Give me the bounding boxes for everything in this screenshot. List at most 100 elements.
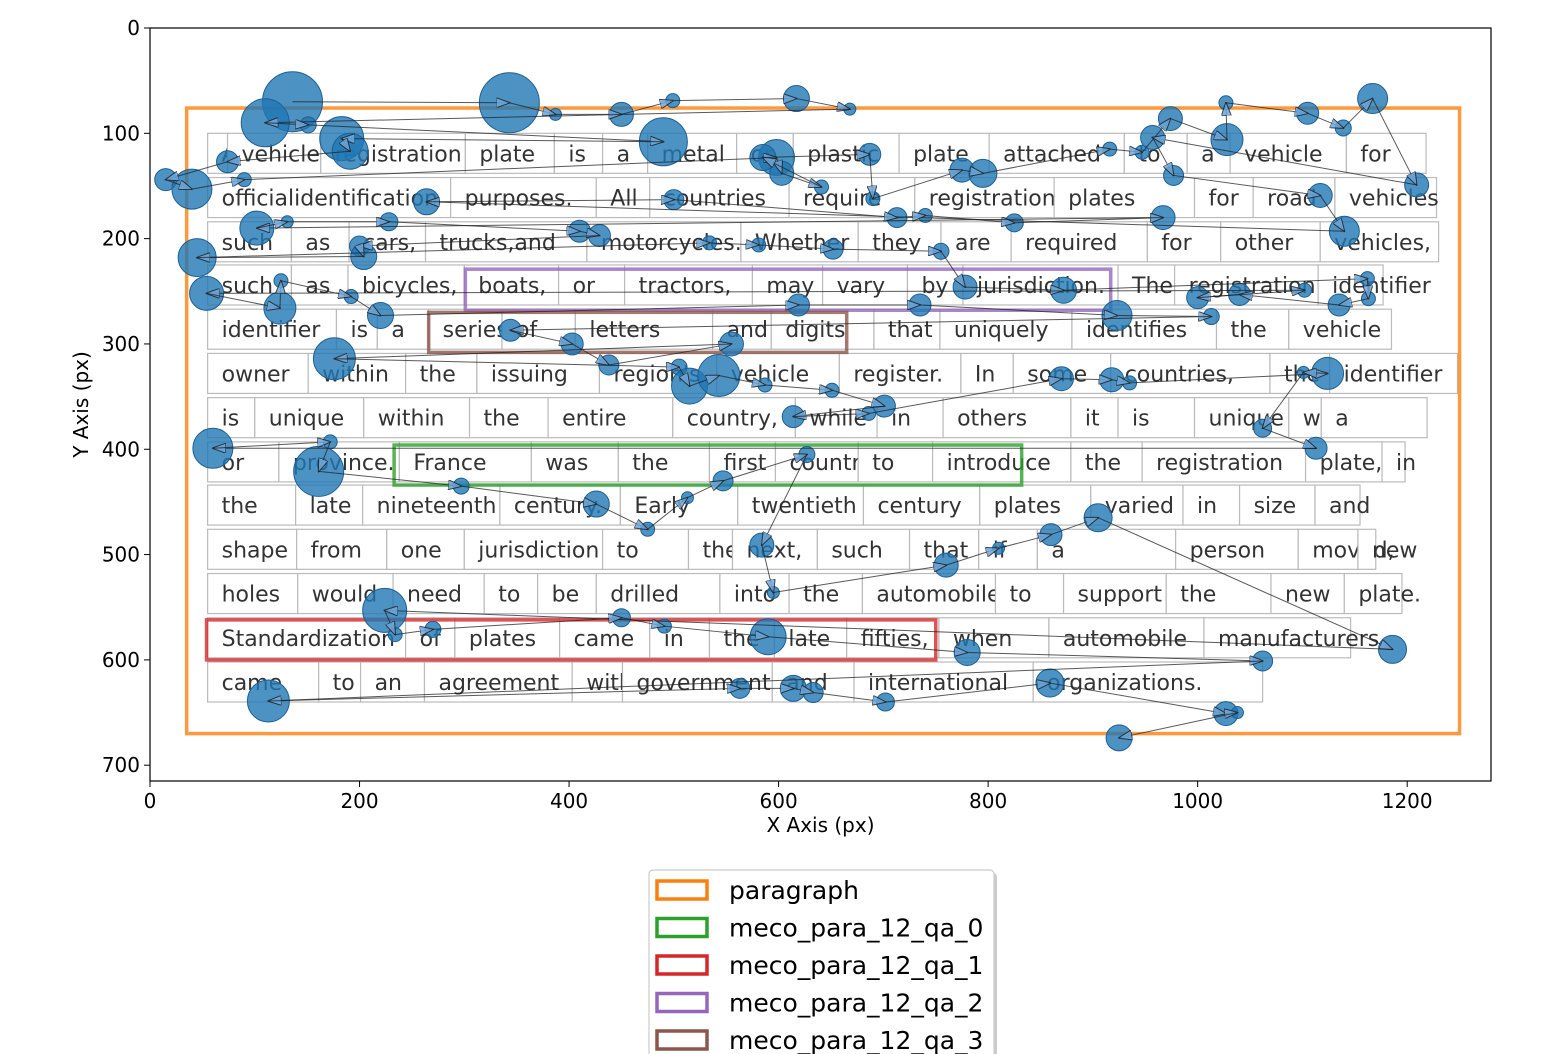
word-box (1381, 441, 1406, 483)
x-tick-label: 600 (760, 789, 798, 813)
x-tick-label: 1200 (1382, 789, 1433, 813)
legend-label: meco_para_12_qa_3 (729, 1026, 983, 1054)
word-label: support (1078, 583, 1163, 608)
word-label: is (222, 407, 240, 432)
word-box (687, 528, 734, 570)
word-label: in (891, 407, 911, 432)
saccade-arrow (664, 625, 768, 637)
word-label: registration (1156, 451, 1283, 476)
saccade-arrow (244, 158, 776, 181)
word-label: issuing (491, 362, 568, 387)
word-label: and (1329, 494, 1370, 519)
word-label: attached (1003, 142, 1101, 167)
word-box (347, 264, 465, 306)
saccade-arrow (166, 161, 228, 180)
region-box-layer (184, 106, 1462, 736)
word-label: identifier (1332, 274, 1432, 299)
word-box (1193, 176, 1254, 219)
word-box (450, 176, 597, 219)
saccade-arrow (647, 498, 688, 530)
saccade-arrow (773, 565, 946, 593)
word-label: register. (853, 362, 943, 387)
saccade-arrow (596, 503, 647, 529)
word-box (939, 308, 1073, 350)
word-label: it (1085, 407, 1100, 432)
saccade-arrow (1342, 99, 1372, 129)
word-label: letters (589, 318, 660, 343)
saccade-arrow (308, 124, 663, 142)
word-label: within (378, 407, 445, 432)
word-label: new (1372, 538, 1417, 563)
word-box (1203, 617, 1352, 659)
word-label: are (955, 231, 991, 256)
word-label: person (1190, 538, 1265, 563)
word-label: bicycles, (362, 274, 457, 299)
word-box (1062, 572, 1167, 615)
word-box (1175, 528, 1299, 570)
saccade-arrow (1319, 195, 1344, 231)
saccade-arrow (872, 170, 962, 200)
saccade-arrow (1372, 98, 1417, 185)
word-box (737, 484, 865, 526)
saccade-arrow (1170, 118, 1227, 140)
word-label: to (872, 451, 894, 476)
y-tick-label: 500 (102, 543, 140, 567)
legend-label: paragraph (729, 876, 859, 905)
saccade-arrow (509, 102, 555, 115)
saccade-arrow (1173, 174, 1321, 195)
saccade-arrow (571, 343, 609, 365)
saccade-arrow (1197, 290, 1305, 299)
word-label: to (333, 671, 355, 696)
saccade-arrow (1063, 279, 1368, 291)
saccade-arrow (722, 455, 807, 482)
word-label: in (1197, 494, 1217, 519)
word-label: by (921, 274, 948, 299)
y-tick-label: 100 (102, 121, 140, 145)
word-box (207, 484, 297, 526)
saccade-arrow (579, 231, 600, 235)
saccade-arrow (920, 304, 1117, 316)
saccade-arrow (1119, 712, 1238, 738)
word-box (1357, 528, 1377, 570)
word-label: is (1132, 407, 1150, 432)
saccade-arrow (763, 158, 822, 188)
word-label: trucks,and (440, 231, 556, 256)
word-label: digits (785, 318, 845, 343)
x-tick-label: 0 (144, 789, 157, 813)
word-label: to (617, 538, 639, 563)
saccade-arrow (334, 358, 679, 367)
word-label: identifies (1086, 318, 1187, 343)
saccade-arrow (265, 123, 308, 125)
saccade-arrow (796, 98, 849, 110)
word-label: the (1180, 583, 1216, 608)
legend-swatch (655, 991, 709, 1014)
word-label: jurisdiction (477, 538, 599, 563)
word-box (1229, 132, 1348, 174)
saccade-arrow (197, 243, 709, 259)
word-box (571, 661, 624, 703)
word-box (1343, 572, 1403, 615)
word-label: from (311, 538, 362, 563)
saccade-arrow (432, 618, 622, 630)
word-label: to (498, 583, 520, 608)
word-label: shape (222, 538, 288, 563)
word-label: automobile (876, 583, 1000, 608)
saccade-arrow (793, 688, 813, 692)
saccade-arrow (709, 243, 758, 245)
word-box (873, 308, 941, 350)
saccade-arrow (360, 234, 600, 246)
saccade-arrow (1153, 138, 1417, 186)
saccade-arrow (388, 221, 580, 231)
word-box (476, 352, 601, 395)
word-box (207, 572, 299, 615)
word-label: late (310, 494, 352, 519)
word-label: entire (562, 407, 626, 432)
word-box (363, 397, 471, 439)
saccade-arrow (1263, 372, 1304, 428)
saccade-arrow (793, 413, 868, 416)
word-box (595, 572, 721, 615)
saccade-arrow (510, 316, 1212, 331)
word-label: drilled (610, 583, 679, 608)
saccade-arrow (982, 149, 1110, 174)
word-label: a (1201, 142, 1214, 167)
